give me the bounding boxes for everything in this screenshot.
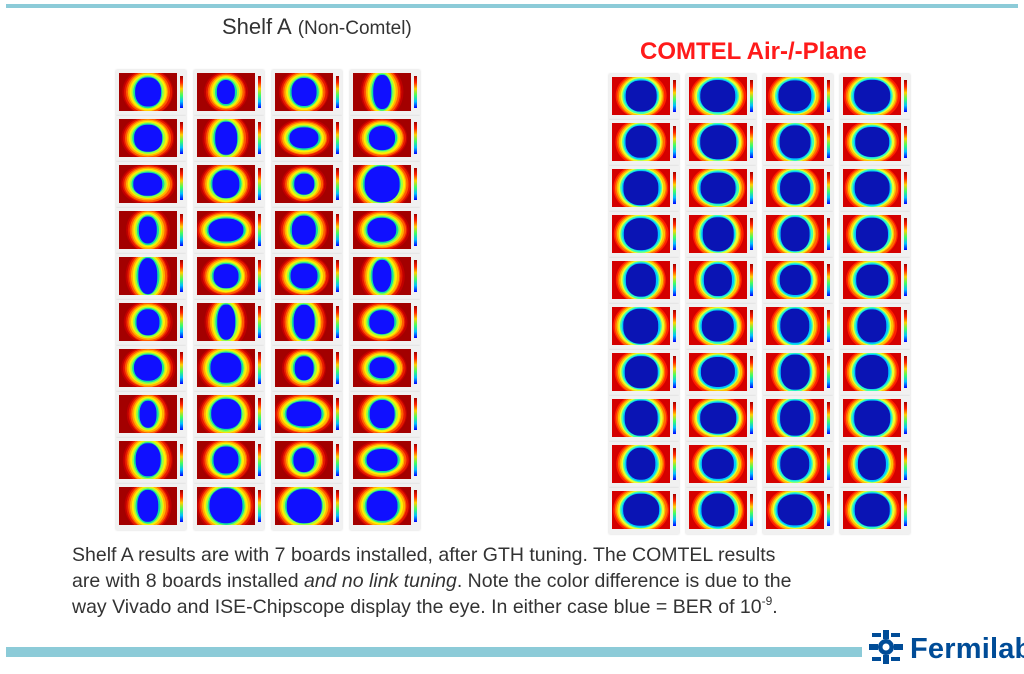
eye-diagram-thumbnail <box>840 212 910 258</box>
comtel-title: COMTEL Air-/-Plane <box>640 38 867 65</box>
eye-diagram-thumbnail <box>686 166 756 212</box>
caption-line-2-start: are with 8 boards installed <box>72 570 304 592</box>
eye-diagram-thumbnail <box>840 442 910 488</box>
eye-diagram-thumbnail <box>686 350 756 396</box>
eye-diagram-thumbnail <box>116 392 186 438</box>
eye-diagram-thumbnail <box>840 488 910 534</box>
eye-diagram-thumbnail <box>840 74 910 120</box>
eye-diagram-thumbnail <box>116 208 186 254</box>
eye-diagram-thumbnail <box>840 304 910 350</box>
eye-diagram-thumbnail <box>609 212 679 258</box>
eye-diagram-thumbnail <box>686 74 756 120</box>
caption-line-3-end: . <box>772 596 778 618</box>
eye-diagram-thumbnail <box>116 484 186 530</box>
fermilab-logo: Fermilab <box>868 629 1024 669</box>
eye-diagram-thumbnail <box>272 484 342 530</box>
eye-diagram-thumbnail <box>350 392 420 438</box>
eye-diagram-thumbnail <box>609 442 679 488</box>
eye-diagram-thumbnail <box>840 350 910 396</box>
eye-diagram-thumbnail <box>272 70 342 116</box>
caption-line-2-end: . Note the color difference is due to th… <box>456 570 792 592</box>
eye-diagram-thumbnail <box>609 120 679 166</box>
eye-diagram-thumbnail <box>763 258 833 304</box>
eye-diagram-thumbnail <box>763 350 833 396</box>
top-rule <box>6 4 1018 8</box>
eye-diagram-thumbnail <box>686 442 756 488</box>
eye-diagram-thumbnail <box>763 120 833 166</box>
eye-diagram-thumbnail <box>763 166 833 212</box>
non-comtel-subtitle: (Non-Comtel) <box>297 18 412 39</box>
eye-diagram-thumbnail <box>350 162 420 208</box>
eye-diagram-thumbnail <box>840 396 910 442</box>
caption-line-3: way Vivado and ISE-Chipscope display the… <box>72 594 972 620</box>
fermilab-logo-icon <box>868 629 904 670</box>
caption-emphasis: and no link tuning <box>303 570 457 592</box>
eye-diagram-thumbnail <box>116 162 186 208</box>
eye-diagram-thumbnail <box>350 116 420 162</box>
eye-diagram-thumbnail <box>116 300 186 346</box>
eye-diagram-thumbnail <box>763 396 833 442</box>
eye-diagram-thumbnail <box>609 74 679 120</box>
eye-diagram-thumbnail <box>686 258 756 304</box>
eye-diagram-thumbnail <box>194 438 264 484</box>
eye-diagram-thumbnail <box>686 304 756 350</box>
eye-diagram-thumbnail <box>350 300 420 346</box>
eye-diagram-thumbnail <box>272 162 342 208</box>
eye-diagram-thumbnail <box>194 162 264 208</box>
eye-diagram-thumbnail <box>272 116 342 162</box>
eye-diagram-thumbnail <box>609 350 679 396</box>
eye-diagram-thumbnail <box>116 254 186 300</box>
eye-diagram-thumbnail <box>194 484 264 530</box>
eye-diagram-thumbnail <box>350 346 420 392</box>
caption-text: Shelf A results are with 7 boards instal… <box>72 542 972 620</box>
eye-diagram-thumbnail <box>350 70 420 116</box>
eye-diagram-thumbnail <box>194 346 264 392</box>
eye-diagram-thumbnail <box>609 488 679 534</box>
exponent: -9 <box>761 594 773 608</box>
fermilab-wordmark: Fermilab <box>910 632 1024 665</box>
eye-diagram-thumbnail <box>194 300 264 346</box>
eye-diagram-thumbnail <box>609 166 679 212</box>
eye-diagram-thumbnail <box>350 254 420 300</box>
left-panel-title: Shelf A (Non-Comtel) <box>222 14 412 40</box>
eye-diagram-thumbnail <box>840 120 910 166</box>
eye-diagram-thumbnail <box>840 166 910 212</box>
eye-diagram-thumbnail <box>763 74 833 120</box>
eye-diagram-thumbnail <box>350 438 420 484</box>
eye-diagram-thumbnail <box>272 392 342 438</box>
eye-diagram-thumbnail <box>116 70 186 116</box>
eye-diagram-thumbnail <box>272 254 342 300</box>
eye-diagram-thumbnail <box>686 212 756 258</box>
eye-diagram-thumbnail <box>116 116 186 162</box>
eye-diagram-thumbnail <box>194 254 264 300</box>
eye-diagram-thumbnail <box>686 396 756 442</box>
caption-line-1: Shelf A results are with 7 boards instal… <box>72 544 776 566</box>
eye-diagram-thumbnail <box>686 120 756 166</box>
eye-diagram-thumbnail <box>272 346 342 392</box>
shelf-a-title: Shelf A <box>222 14 292 39</box>
eye-diagram-thumbnail <box>609 304 679 350</box>
eye-diagram-thumbnail <box>116 346 186 392</box>
eye-diagram-thumbnail <box>763 304 833 350</box>
eye-diagram-thumbnail <box>272 300 342 346</box>
eye-diagram-thumbnail <box>763 488 833 534</box>
eye-diagram-thumbnail <box>840 258 910 304</box>
eye-diagram-thumbnail <box>763 442 833 488</box>
eye-diagram-thumbnail <box>763 212 833 258</box>
eye-diagram-thumbnail <box>609 396 679 442</box>
eye-diagram-thumbnail <box>686 488 756 534</box>
eye-diagram-thumbnail <box>609 258 679 304</box>
eye-diagram-thumbnail <box>194 116 264 162</box>
caption-line-3-start: way Vivado and ISE-Chipscope display the… <box>72 596 762 618</box>
caption-line-2: are with 8 boards installed and no link … <box>72 568 972 594</box>
eye-diagram-thumbnail <box>194 392 264 438</box>
bottom-rule <box>6 647 862 657</box>
eye-diagram-thumbnail <box>272 208 342 254</box>
eye-diagram-thumbnail <box>194 208 264 254</box>
eye-diagram-thumbnail <box>194 70 264 116</box>
eye-diagram-thumbnail <box>272 438 342 484</box>
eye-diagram-thumbnail <box>116 438 186 484</box>
eye-diagram-thumbnail <box>350 484 420 530</box>
eye-diagram-thumbnail <box>350 208 420 254</box>
